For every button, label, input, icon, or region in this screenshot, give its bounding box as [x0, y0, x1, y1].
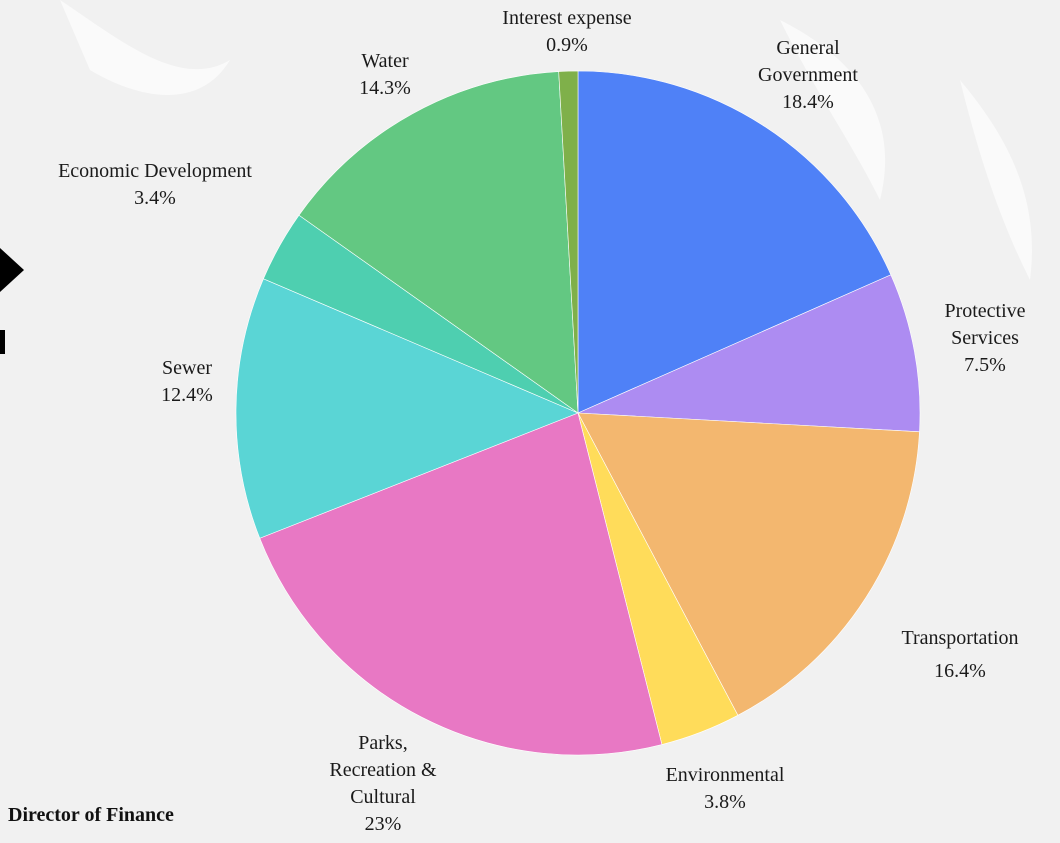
- slice-label: Transportation 16.4%: [860, 625, 1060, 685]
- category-label: Sewer: [127, 355, 247, 382]
- edge-bar: [0, 330, 5, 354]
- value-label: 12.4%: [127, 382, 247, 409]
- decoration: [960, 80, 1032, 280]
- value-label: 7.5%: [925, 352, 1045, 379]
- value-label: 23%: [313, 811, 453, 838]
- category-label: Interest expense: [452, 5, 682, 32]
- value-label: 14.3%: [325, 75, 445, 102]
- category-label: Environmental: [625, 762, 825, 789]
- caption: Director of Finance: [8, 804, 174, 827]
- category-label: Economic Development: [0, 158, 315, 185]
- category-label: Protective Services: [925, 298, 1045, 352]
- value-label: 3.8%: [625, 789, 825, 816]
- decoration: [60, 0, 230, 95]
- value-label: 3.4%: [0, 185, 315, 212]
- value-label: 16.4%: [860, 658, 1060, 685]
- category-label: General Government: [738, 35, 878, 89]
- category-label: Parks, Recreation & Cultural: [313, 730, 453, 811]
- value-label: 18.4%: [738, 89, 878, 116]
- category-label: Transportation: [860, 625, 1060, 652]
- chart: [0, 0, 1060, 843]
- pie: [236, 71, 920, 755]
- value-label: 0.9%: [452, 32, 682, 59]
- arrow-icon: [0, 248, 24, 292]
- category-label: Water: [325, 48, 445, 75]
- page: Director of Finance (() => { const data …: [0, 0, 1060, 843]
